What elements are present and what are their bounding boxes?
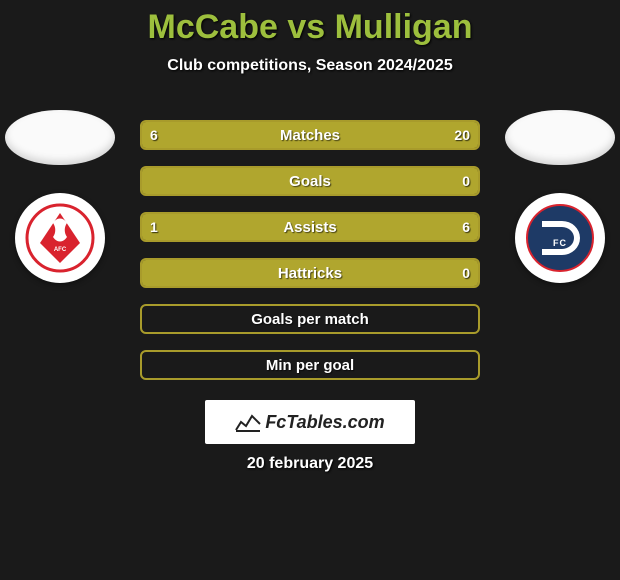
club-badge-left-icon: AFC [25, 203, 95, 273]
stat-row-hattricks: Hattricks 0 [140, 258, 480, 288]
svg-text:AFC: AFC [54, 247, 67, 253]
stat-row-goals-per-match: Goals per match [140, 304, 480, 334]
subtitle: Club competitions, Season 2024/2025 [0, 57, 620, 75]
brand-link[interactable]: FcTables.com [205, 400, 415, 444]
stat-label: Goals [142, 168, 478, 194]
stat-value-right: 0 [454, 260, 478, 286]
dundee-badge: FC [515, 193, 605, 283]
stat-row-min-per-goal: Min per goal [140, 350, 480, 380]
stat-label: Min per goal [142, 352, 478, 378]
stat-value-right [462, 306, 478, 332]
club-badge-right-icon: FC [525, 203, 595, 273]
airdrieonians-badge: AFC [15, 193, 105, 283]
stat-row-matches: 6 Matches 20 [140, 120, 480, 150]
stat-value-right [462, 352, 478, 378]
stat-value-right: 6 [454, 214, 478, 240]
player-right-panel: FC [500, 110, 620, 283]
page-title: McCabe vs Mulligan [0, 0, 620, 47]
player-left-silhouette [5, 110, 115, 165]
brand-logo-icon [235, 412, 261, 432]
stat-label: Matches [142, 122, 478, 148]
stat-label: Goals per match [142, 306, 478, 332]
snapshot-date: 20 february 2025 [0, 455, 620, 473]
stat-row-assists: 1 Assists 6 [140, 212, 480, 242]
brand-text: FcTables.com [265, 412, 384, 433]
stat-label: Hattricks [142, 260, 478, 286]
player-right-silhouette [505, 110, 615, 165]
stat-label: Assists [142, 214, 478, 240]
player-left-panel: AFC [0, 110, 120, 283]
comparison-bars: 6 Matches 20 Goals 0 1 Assists 6 Hattric… [140, 120, 480, 396]
svg-text:FC: FC [553, 238, 567, 248]
stat-value-right: 0 [454, 168, 478, 194]
stat-row-goals: Goals 0 [140, 166, 480, 196]
stat-value-right: 20 [446, 122, 478, 148]
